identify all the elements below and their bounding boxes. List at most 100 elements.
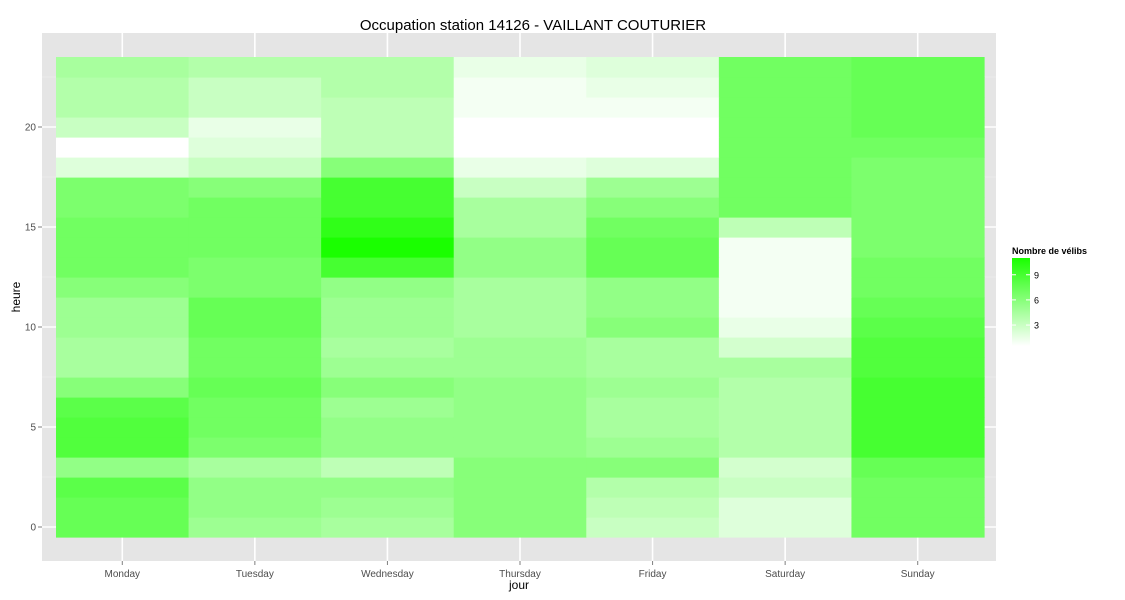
heatmap-cell — [56, 397, 190, 418]
heatmap-cell — [188, 517, 322, 538]
x-tick-label: Friday — [639, 569, 667, 580]
legend-ticks: 3 6 9 — [1012, 270, 1039, 331]
heatmap-cell — [586, 197, 720, 218]
heatmap-cell — [453, 277, 587, 298]
heatmap-cell — [851, 297, 985, 318]
heatmap-cell — [321, 437, 455, 458]
heatmap-cell — [321, 217, 455, 238]
x-tick-label: Monday — [104, 569, 140, 580]
heatmap-cell — [718, 437, 853, 458]
heatmap-cell — [56, 197, 190, 218]
heatmap-cell — [851, 397, 985, 418]
heatmap-cell — [586, 97, 720, 118]
heatmap-cell — [851, 117, 985, 138]
heatmap-cell — [586, 477, 720, 498]
heatmap-cell — [56, 297, 190, 318]
heatmap-cell — [718, 57, 853, 78]
heatmap-cell — [851, 437, 985, 458]
y-tick-label: 10 — [25, 323, 37, 334]
heatmap-cells — [56, 57, 985, 538]
heatmap-cell — [321, 377, 455, 398]
heatmap-cell — [718, 297, 853, 318]
heatmap-cell — [453, 97, 587, 118]
heatmap-cell — [56, 57, 190, 78]
heatmap-cell — [851, 497, 985, 518]
heatmap-cell — [321, 157, 455, 178]
heatmap-cell — [851, 137, 985, 158]
heatmap-cell — [188, 437, 322, 458]
x-tick-label: Sunday — [901, 569, 935, 580]
heatmap-cell — [321, 177, 455, 198]
heatmap-cell — [56, 457, 190, 478]
heatmap-cell — [586, 417, 720, 438]
heatmap-cell — [188, 237, 322, 258]
heatmap-cell — [453, 197, 587, 218]
heatmap-cell — [586, 397, 720, 418]
heatmap-cell — [453, 157, 587, 178]
heatmap-cell — [586, 77, 720, 98]
heatmap-cell — [453, 317, 587, 338]
heatmap-cell — [56, 97, 190, 118]
x-tick-label: Tuesday — [236, 569, 274, 580]
x-axis-label: jour — [508, 578, 529, 592]
heatmap-cell — [586, 157, 720, 178]
heatmap-cell — [453, 417, 587, 438]
x-tick-label: Saturday — [765, 569, 805, 580]
heatmap-cell — [188, 77, 322, 98]
heatmap-cell — [56, 377, 190, 398]
heatmap-cell — [188, 417, 322, 438]
heatmap-cell — [718, 317, 853, 338]
heatmap-cell — [718, 97, 853, 118]
heatmap-cell — [56, 417, 190, 438]
heatmap-cell — [188, 397, 322, 418]
heatmap-cell — [321, 457, 455, 478]
legend-colorbar — [1012, 258, 1030, 346]
heatmap-cell — [586, 317, 720, 338]
heatmap-cell — [188, 117, 322, 138]
heatmap-cell — [453, 337, 587, 358]
heatmap-cell — [718, 157, 853, 178]
heatmap-cell — [188, 197, 322, 218]
heatmap-cell — [321, 277, 455, 298]
heatmap-cell — [188, 497, 322, 518]
heatmap-cell — [321, 117, 455, 138]
heatmap-cell — [188, 297, 322, 318]
heatmap-cell — [718, 497, 853, 518]
heatmap-cell — [321, 197, 455, 218]
heatmap-cell — [188, 257, 322, 278]
heatmap-cell — [586, 357, 720, 378]
heatmap-cell — [718, 217, 853, 238]
x-tick-label: Wednesday — [361, 569, 414, 580]
heatmap-cell — [188, 177, 322, 198]
y-axis: 0 5 10 15 20 — [25, 123, 42, 534]
heatmap-cell — [56, 157, 190, 178]
heatmap-cell — [586, 377, 720, 398]
y-tick-label: 20 — [25, 123, 37, 134]
heatmap-cell — [851, 157, 985, 178]
heatmap-cell — [851, 337, 985, 358]
heatmap-cell — [851, 197, 985, 218]
heatmap-cell — [56, 337, 190, 358]
heatmap-cell — [56, 217, 190, 238]
heatmap-cell — [718, 377, 853, 398]
heatmap-cell — [718, 477, 853, 498]
heatmap-cell — [586, 297, 720, 318]
heatmap-cell — [56, 77, 190, 98]
heatmap-cell — [586, 137, 720, 158]
heatmap-cell — [851, 177, 985, 198]
heatmap-cell — [321, 97, 455, 118]
heatmap-cell — [586, 277, 720, 298]
heatmap-cell — [586, 217, 720, 238]
heatmap-cell — [453, 397, 587, 418]
heatmap-cell — [453, 377, 587, 398]
heatmap-cell — [851, 377, 985, 398]
heatmap-cell — [56, 237, 190, 258]
heatmap-cell — [321, 477, 455, 498]
heatmap-cell — [188, 357, 322, 378]
heatmap-cell — [718, 517, 853, 538]
heatmap-cell — [851, 57, 985, 78]
heatmap-cell — [188, 377, 322, 398]
heatmap-cell — [321, 317, 455, 338]
heatmap-cell — [851, 217, 985, 238]
y-tick-label: 5 — [30, 423, 36, 434]
